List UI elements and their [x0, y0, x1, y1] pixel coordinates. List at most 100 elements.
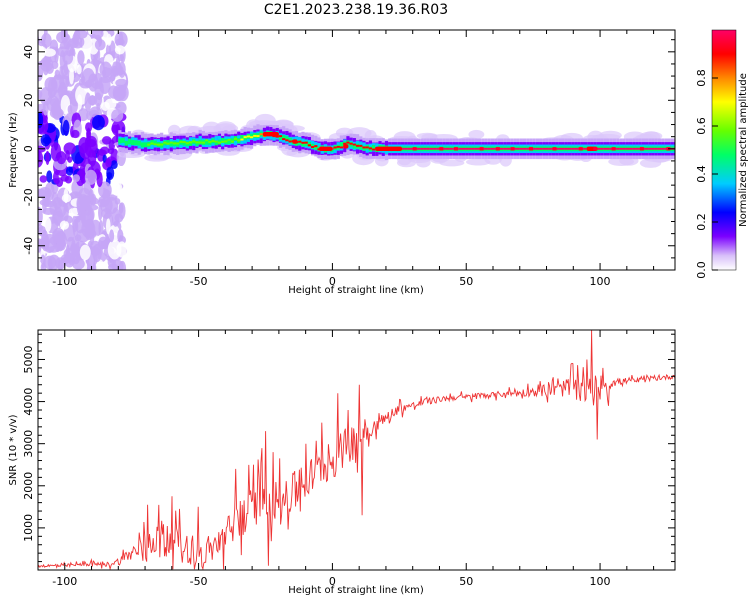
spectrogram-x-tick-label: -50: [190, 275, 208, 288]
spectrogram-ridge-cell: [214, 140, 218, 146]
spectrogram-ridge-cell: [661, 147, 665, 150]
spectrogram-noise-blob: [68, 252, 74, 266]
spectrogram-ridge-cell: [452, 147, 456, 150]
spectrogram-ridge-cell: [221, 138, 225, 143]
snr-y-tick-label: 3000: [22, 430, 35, 458]
spectrogram-ridge-cell: [519, 147, 523, 150]
spectrogram-peak: [292, 139, 298, 144]
spectrogram-ridge-cell: [282, 138, 286, 141]
spectrogram-noise-blob: [91, 30, 104, 39]
colorbar-tick-label: 0.0: [695, 261, 708, 279]
spectrogram-ridge-cell: [426, 147, 430, 150]
spectrogram-x-tick-label: 50: [459, 275, 473, 288]
spectrogram-noise-blob: [111, 182, 121, 196]
spectrogram-ridge-cell: [176, 142, 180, 145]
spectrogram-ridge-cell: [317, 148, 321, 151]
spectrogram-halo: [144, 154, 169, 162]
spectrogram-y-tick-label: 20: [22, 93, 35, 107]
snr-x-tick-label: 100: [590, 575, 611, 588]
spectrogram-ridge-cell: [632, 147, 636, 150]
spectrogram-noise-blob: [71, 129, 80, 139]
spectrogram-ridge-cell: [616, 147, 620, 150]
spectrogram-ridge-cell: [205, 139, 209, 142]
spectrogram-noise-blob: [55, 257, 66, 270]
spectrogram-ridge-cell: [253, 134, 257, 137]
spectrogram-noise-blob: [63, 142, 76, 155]
spectrogram-ridge-cell: [233, 136, 238, 146]
spectrogram-peak: [593, 147, 598, 151]
spectrogram-ridge-cell: [237, 139, 241, 142]
spectrogram-frame: [37, 29, 676, 271]
spectrogram-noise-blob: [75, 85, 88, 105]
spectrogram-noise-blob: [71, 207, 79, 216]
spectrogram-noise-blob: [72, 32, 79, 45]
spectrogram-ridge-cell: [311, 146, 315, 148]
spectrogram-ridge-cell: [343, 142, 347, 145]
spectrogram-ridge-cell: [153, 140, 157, 146]
spectrogram-ridge-cell: [490, 147, 495, 150]
spectrogram-ridge-cell: [555, 147, 559, 150]
spectrogram-ridge-cell: [494, 147, 498, 150]
spectrogram-ridge-cell: [182, 140, 186, 146]
spectrogram-noise-blob: [55, 177, 64, 188]
chart-title: C2E1.2023.238.19.36.R03: [264, 2, 448, 18]
spectrogram-noise-blob: [101, 208, 113, 219]
spectrogram-noise-blob: [80, 176, 86, 184]
snr-x-tick-label: 50: [459, 575, 473, 588]
spectrogram-ridge-cell: [420, 147, 424, 150]
spectrogram-noise-blob: [99, 61, 112, 78]
spectrogram-ridge-cell: [333, 146, 337, 149]
spectrogram-ridge-cell: [240, 138, 244, 141]
colorbar-gradient: [711, 29, 737, 271]
spectrogram-noise-blob: [39, 199, 52, 206]
snr-y-tick-label: 4000: [22, 388, 35, 416]
spectrogram-peak: [343, 144, 349, 149]
spectrogram-peak: [529, 147, 534, 151]
spectrogram-noise-blob: [84, 139, 98, 158]
spectrogram-ridge-cell: [150, 142, 154, 145]
spectrogram-ridge-cell: [625, 147, 629, 150]
spectrogram-ridge-cell: [564, 147, 568, 150]
spectrogram-noise-blob: [109, 229, 115, 243]
spectrogram-noise-blob: [111, 109, 124, 122]
spectrogram-ridge-cell: [484, 147, 488, 150]
spectrogram-noise-blob: [44, 217, 52, 233]
spectrogram-noise-blob: [76, 64, 82, 75]
spectrogram-ridge-cell: [506, 147, 511, 150]
spectrogram-ridge-cell: [478, 147, 482, 150]
spectrogram-ridge-cell: [278, 135, 283, 138]
spectrogram-noise-blob: [86, 111, 93, 121]
spectrogram-ridge-cell: [121, 140, 125, 143]
spectrogram-noise-blob: [94, 73, 103, 87]
spectrogram-ridge-cell: [137, 140, 141, 146]
spectrogram-ridge-cell: [368, 147, 373, 150]
spectrogram-ridge-cell: [468, 147, 472, 150]
spectrogram-ridge-cell: [596, 147, 601, 150]
spectrogram-ridge-cell: [561, 147, 565, 150]
spectrogram-noise-blob: [97, 181, 112, 199]
spectrogram-noise-blob: [40, 33, 52, 48]
spectrogram-halo: [468, 129, 485, 140]
spectrogram-peak: [319, 146, 333, 151]
spectrogram-ridge-cell: [282, 135, 286, 140]
spectrogram-ridge-cell: [217, 141, 222, 144]
spectrogram-ridge-cell: [246, 135, 250, 138]
spectrogram-ridge-cell: [278, 135, 283, 141]
spectrogram-ticks: -100 -50 0 50 100 -40 -20 0 20 40: [22, 30, 675, 288]
colorbar-label: Normalized spectral amplitude: [738, 73, 749, 227]
spectrogram-ridge-cell: [205, 139, 209, 145]
spectrogram-ridge-cell: [233, 137, 238, 140]
spectrogram-ridge-cell: [314, 145, 318, 148]
spectrogram-ridge-cell: [192, 140, 196, 143]
snr-series: [38, 330, 675, 570]
spectrogram-ridge-cell: [301, 141, 305, 147]
spectrogram-peak: [510, 147, 515, 151]
spectrogram-ridge-cell: [169, 141, 173, 144]
spectrogram-noise-blob: [45, 150, 50, 165]
spectrogram-noise-blob: [67, 104, 73, 114]
spectrogram-ridge-cell: [166, 140, 170, 145]
spectrogram-x-axis-label: Height of straight line (km): [288, 285, 424, 296]
spectrogram-ridge-cell: [548, 147, 552, 150]
spectrogram-ridge-cell: [471, 147, 475, 150]
